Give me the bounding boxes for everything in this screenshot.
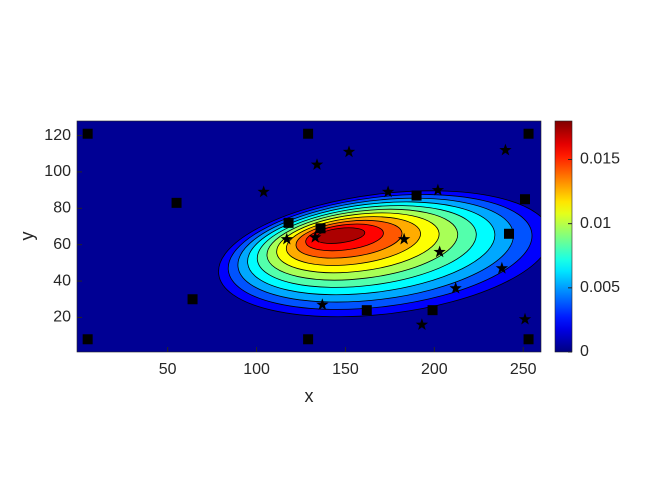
star-marker	[257, 185, 270, 198]
plot-area	[77, 121, 541, 352]
y-tick-label: 100	[44, 163, 71, 180]
star-marker	[433, 245, 446, 258]
x-axis-label: x	[305, 386, 314, 406]
square-marker	[82, 334, 93, 345]
colorbar-tick-label: 0	[580, 343, 589, 360]
square-marker	[411, 190, 422, 201]
y-tick-label: 120	[44, 127, 71, 144]
square-marker	[171, 197, 182, 208]
axes-frame	[76, 120, 542, 353]
star-marker	[449, 281, 462, 294]
star-marker	[431, 183, 445, 196]
x-tick-label: 150	[332, 361, 359, 378]
square-marker	[283, 217, 294, 228]
y-tick-label: 40	[53, 272, 71, 289]
square-marker	[523, 334, 534, 345]
star-marker	[397, 232, 411, 245]
square-marker	[303, 128, 314, 139]
square-marker	[427, 305, 438, 316]
star-marker	[316, 298, 329, 310]
square-marker	[523, 128, 534, 139]
x-tick-label: 200	[421, 361, 448, 378]
square-marker	[361, 305, 372, 316]
star-marker	[310, 158, 324, 170]
x-tick-label: 250	[510, 361, 537, 378]
square-marker	[187, 294, 198, 305]
square-marker	[303, 334, 314, 345]
star-marker	[280, 232, 293, 245]
square-marker	[520, 194, 530, 205]
star-marker	[518, 312, 532, 325]
square-marker	[315, 223, 326, 234]
colorbar-tick-label: 0.005	[580, 279, 620, 296]
x-tick-label: 100	[243, 361, 270, 378]
y-tick-label: 80	[53, 200, 71, 217]
colorbar-tick-label: 0.01	[580, 215, 611, 232]
star-marker	[499, 143, 512, 156]
colorbar-tick-label: 0.015	[580, 151, 620, 168]
colorbar	[554, 120, 573, 353]
y-tick-label: 60	[53, 236, 71, 253]
x-tick-label: 50	[159, 361, 177, 378]
square-marker	[504, 228, 514, 239]
y-axis-label: y	[17, 232, 37, 241]
star-marker	[342, 145, 356, 158]
star-marker	[415, 318, 429, 330]
star-marker	[381, 185, 395, 198]
star-marker	[495, 261, 509, 274]
square-marker	[82, 128, 93, 139]
star-marker	[309, 230, 322, 243]
y-tick-label: 20	[53, 309, 71, 326]
